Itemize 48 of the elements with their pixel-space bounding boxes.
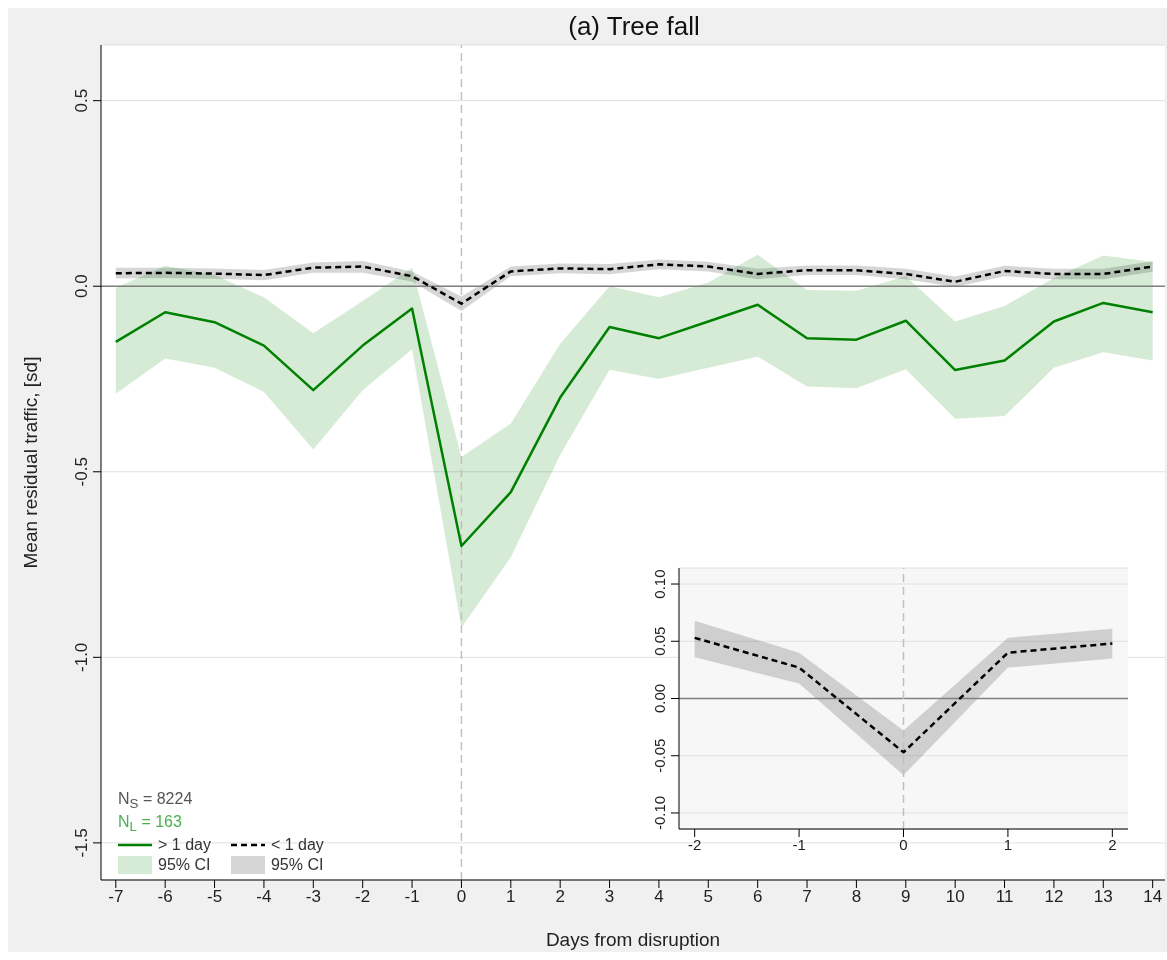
y-tick-label: 0.10: [651, 569, 668, 599]
x-tick-label: 9: [901, 887, 911, 907]
x-tick-label: -2: [687, 835, 702, 853]
x-tick-label: 1: [1003, 835, 1013, 853]
x-tick-label: 2: [555, 887, 565, 907]
annotation: N$_{L}$ = 163: [118, 813, 183, 835]
y-tick-label: -0.05: [651, 738, 668, 773]
x-tick-label: 4: [654, 887, 664, 907]
y-tick-label: 0.0: [72, 274, 91, 299]
y-tick-label: -0.10: [651, 795, 668, 831]
annotation: 95% CI: [270, 856, 324, 875]
x-tick-label: 6: [752, 887, 763, 907]
x-tick-label: 2: [1108, 835, 1117, 853]
y-tick-label: -1.5: [72, 828, 91, 858]
x-tick-label: -2: [355, 887, 371, 907]
x-tick-label: -1: [792, 835, 806, 853]
legend-label: > 1 day: [158, 836, 211, 855]
line-series: [114, 301, 1154, 548]
x-tick-label: 11: [995, 887, 1014, 907]
x-tick-label: 13: [1093, 887, 1113, 907]
x-tick-label: -1: [404, 887, 420, 907]
line-series: [693, 636, 1114, 754]
x-tick-label: 7: [802, 887, 812, 907]
annotation: N$_{S}$ = 8224: [118, 790, 194, 812]
x-tick-label: 5: [703, 887, 714, 907]
y-axis-title: Mean residual traffic, [sd]: [19, 356, 41, 569]
x-tick-label: 12: [1044, 887, 1064, 907]
x-tick-label: -3: [305, 887, 321, 907]
x-tick-label: 0: [456, 887, 467, 907]
y-tick-label: 0.00: [651, 683, 668, 714]
y-tick-label: 0.5: [72, 88, 91, 113]
x-tick-label: 1: [506, 887, 516, 907]
x-tick-label: -4: [256, 887, 272, 907]
chart-title: (a) Tree fall: [567, 10, 701, 43]
annotation: 95% CI: [158, 856, 211, 875]
x-tick-label: 10: [945, 887, 965, 907]
x-tick-label: -7: [108, 887, 124, 907]
x-tick-label: -5: [207, 887, 223, 907]
x-tick-label: 8: [851, 887, 862, 907]
legend-label: < 1 day: [270, 836, 324, 855]
y-tick-label: 0.05: [651, 626, 668, 656]
x-tick-label: 3: [604, 887, 615, 907]
x-tick-label: 14: [1143, 887, 1163, 907]
y-tick-label: -1.0: [72, 642, 91, 672]
x-tick-label: -6: [157, 887, 173, 907]
y-tick-label: -0.5: [72, 457, 91, 487]
x-axis-title: Days from disruption: [545, 929, 721, 950]
x-tick-label: 0: [899, 835, 908, 853]
